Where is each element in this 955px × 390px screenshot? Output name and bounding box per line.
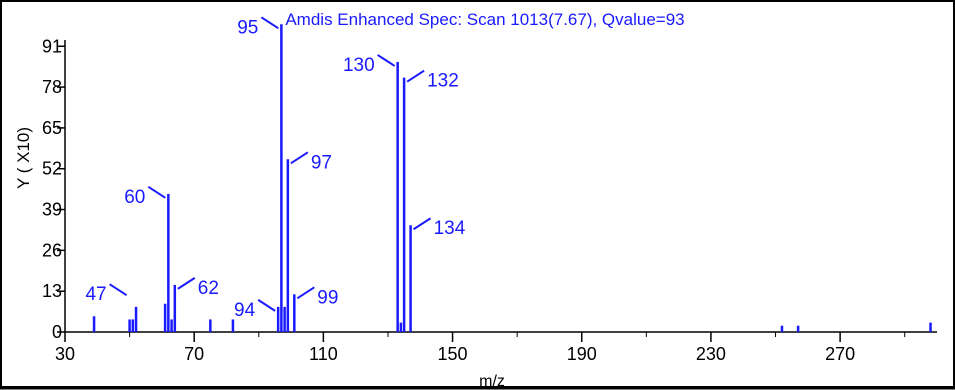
peak-label: 94 <box>234 300 256 321</box>
y-tick-label: 26 <box>42 240 62 260</box>
x-ticks: 30 70 110 150 190 230 270 <box>55 332 906 364</box>
peak-label: 132 <box>427 71 459 92</box>
peak-label-leader <box>413 217 432 231</box>
x-tick-label: 190 <box>567 344 597 364</box>
spectrum-peaks <box>92 24 932 332</box>
peak-label-leader <box>257 299 276 312</box>
y-tick-label: 52 <box>42 159 62 179</box>
peak-label: 95 <box>237 17 258 38</box>
peak-label: 99 <box>317 287 338 308</box>
peak-label: 62 <box>198 278 219 299</box>
chart-title: Amdis Enhanced Spec: Scan 1013(7.67), Qv… <box>285 10 684 29</box>
y-tick-label: 91 <box>42 36 62 56</box>
y-tick-label: 0 <box>52 322 62 342</box>
peak-label: 134 <box>434 218 466 239</box>
peak-label-leader <box>147 186 166 199</box>
y-tick-label: 78 <box>42 77 62 97</box>
peak-label-leader <box>260 16 279 30</box>
peak-label-leader <box>109 283 128 297</box>
peak-label-leader <box>406 69 425 83</box>
x-axis-label: m/z <box>479 373 505 390</box>
peak-label: 97 <box>311 152 332 173</box>
x-tick-label: 150 <box>438 344 468 364</box>
y-tick-label: 39 <box>42 200 62 220</box>
x-tick-label: 30 <box>55 344 75 364</box>
x-tick-label: 230 <box>696 344 726 364</box>
x-tick-label: 70 <box>184 344 204 364</box>
x-tick-label: 270 <box>825 344 855 364</box>
x-tick-label: 110 <box>309 344 338 364</box>
peak-label-leader <box>377 54 396 67</box>
y-ticks: 0 13 26 39 52 65 78 91 <box>42 36 65 342</box>
peak-label-leader <box>290 151 309 165</box>
peak-label: 60 <box>124 187 145 208</box>
peak-label-leader <box>177 277 196 290</box>
y-tick-label: 65 <box>42 118 62 138</box>
y-tick-label: 13 <box>42 281 62 301</box>
peak-annotations: 47 60 62 94 95 97 99 130 132 134 <box>85 16 466 321</box>
peak-label-leader <box>296 286 315 300</box>
y-axis-label: Y ( X10) <box>14 127 33 189</box>
peak-label: 130 <box>343 55 375 76</box>
peak-label: 47 <box>85 284 106 305</box>
